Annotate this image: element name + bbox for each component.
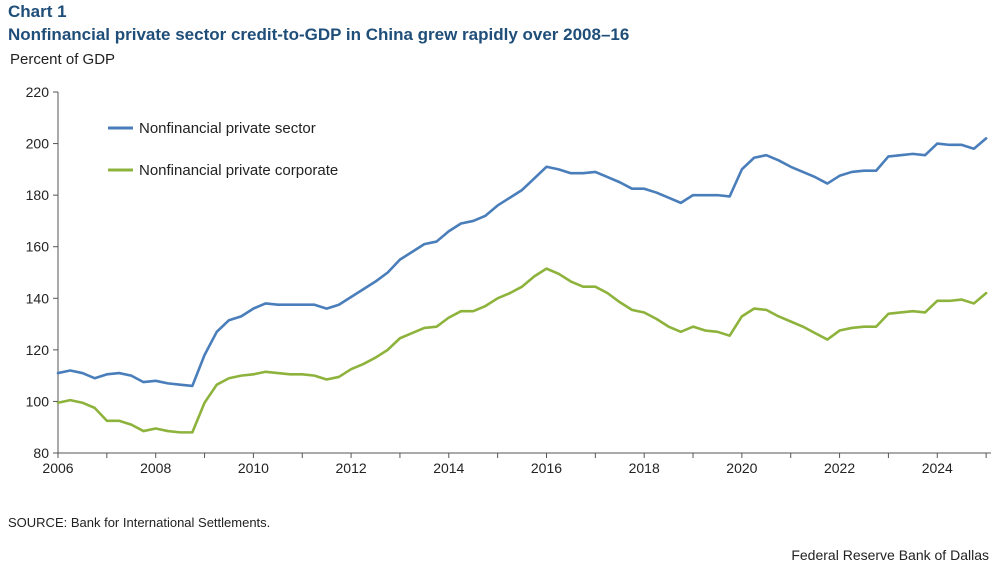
x-tick-label: 2012 <box>336 460 367 476</box>
x-tick-label: 2022 <box>824 460 855 476</box>
chart-title: Nonfinancial private sector credit-to-GD… <box>8 25 630 44</box>
y-tick-label: 120 <box>26 342 50 358</box>
x-tick-label: 2014 <box>433 460 464 476</box>
series-layer <box>56 137 988 434</box>
x-tick-label: 2010 <box>238 460 269 476</box>
y-tick-label: 80 <box>33 445 49 461</box>
x-tick-label: 2024 <box>922 460 953 476</box>
credit-line: Federal Reserve Bank of Dallas <box>791 547 989 563</box>
legend-label-2: Nonfinancial private corporate <box>139 162 338 179</box>
chart-label: Chart 1 <box>8 2 67 21</box>
y-axis-unit-label: Percent of GDP <box>10 51 116 68</box>
y-tick-label: 200 <box>26 136 50 152</box>
y-tick-label: 180 <box>26 187 50 203</box>
series-line-1 <box>56 137 988 388</box>
y-tick-label: 220 <box>26 84 50 100</box>
source-note: SOURCE: Bank for International Settlemen… <box>8 515 271 530</box>
axes: 80 100 120 140 160 180 200 220 2006 2008 2010 2012 2… <box>26 84 991 476</box>
y-tick-label: 100 <box>26 393 50 409</box>
y-tick-label: 160 <box>26 239 50 255</box>
legend: Nonfinancial private sector Nonfinancial … <box>108 120 338 179</box>
series-line-2 <box>56 267 988 434</box>
y-tick-label: 140 <box>26 290 50 306</box>
x-tick-label: 2008 <box>140 460 171 476</box>
legend-label-1: Nonfinancial private sector <box>139 120 316 137</box>
x-tick-label: 2020 <box>726 460 757 476</box>
x-tick-label: 2016 <box>531 460 562 476</box>
x-tick-label: 2006 <box>42 460 73 476</box>
x-tick-label: 2018 <box>629 460 660 476</box>
